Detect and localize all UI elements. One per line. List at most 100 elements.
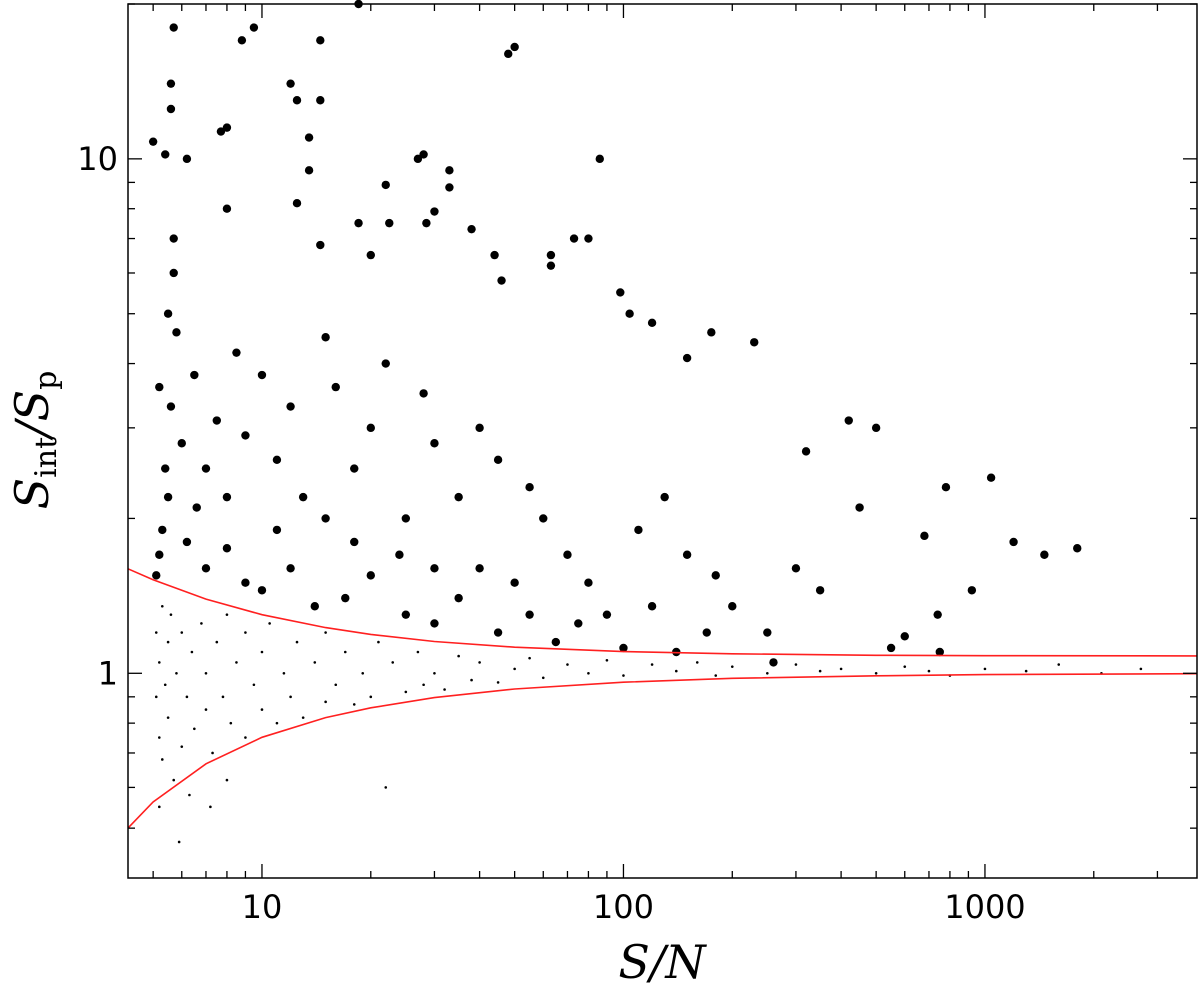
- data-point: [222, 123, 232, 132]
- data-point: [714, 674, 718, 677]
- data-point: [496, 681, 500, 684]
- data-point: [766, 671, 769, 675]
- data-point: [430, 439, 439, 448]
- data-point: [225, 613, 229, 616]
- x-axis-label: S/N: [618, 935, 707, 989]
- data-point: [457, 654, 460, 658]
- data-point: [595, 154, 604, 164]
- data-point: [660, 492, 669, 502]
- data-point: [510, 578, 519, 587]
- data-point: [257, 370, 267, 380]
- data-point: [286, 79, 295, 88]
- data-point: [222, 204, 232, 213]
- data-point: [1057, 663, 1061, 666]
- data-point: [222, 544, 232, 553]
- data-point: [193, 727, 196, 731]
- data-point: [275, 721, 279, 725]
- data-point: [204, 708, 208, 711]
- data-point: [158, 661, 161, 664]
- y-label-sub: int: [29, 437, 64, 478]
- fit-curve: [127, 672, 1198, 829]
- data-point: [844, 416, 853, 425]
- data-point: [769, 658, 778, 667]
- data-point: [574, 619, 583, 628]
- data-point: [395, 550, 404, 559]
- data-point: [1009, 537, 1018, 547]
- data-point: [647, 602, 657, 611]
- data-point: [292, 96, 302, 105]
- data-point: [282, 671, 286, 675]
- data-point: [148, 137, 158, 146]
- data-point: [316, 36, 325, 45]
- data-point: [154, 695, 158, 699]
- data-point: [419, 150, 428, 159]
- data-point: [177, 840, 181, 844]
- data-point: [730, 665, 734, 668]
- data-point: [169, 268, 178, 278]
- data-point: [563, 550, 572, 559]
- data-point: [682, 550, 692, 559]
- y-tick-label: 10: [77, 140, 118, 178]
- data-point: [200, 622, 203, 625]
- data-point: [401, 514, 411, 523]
- data-point: [237, 36, 247, 45]
- data-point: [212, 416, 222, 425]
- data-point: [321, 333, 330, 342]
- data-point: [818, 669, 822, 673]
- data-point: [569, 234, 579, 243]
- data-point: [391, 661, 395, 664]
- data-point: [343, 650, 347, 654]
- data-point: [801, 447, 811, 456]
- data-point: [541, 676, 545, 680]
- data-point: [584, 578, 593, 587]
- fit-curve: [127, 568, 1198, 657]
- data-point: [711, 571, 720, 580]
- data-point: [454, 593, 463, 603]
- data-point: [920, 531, 929, 541]
- data-point: [369, 695, 373, 699]
- data-point: [190, 370, 199, 380]
- data-point: [152, 571, 161, 580]
- data-point: [539, 514, 548, 523]
- data-point: [791, 564, 801, 573]
- data-point: [475, 423, 484, 433]
- data-point: [225, 778, 229, 782]
- data-point: [625, 309, 634, 318]
- data-point: [268, 622, 271, 625]
- data-point: [188, 793, 191, 797]
- data-point: [430, 619, 439, 628]
- data-point: [169, 234, 178, 243]
- data-point: [490, 250, 499, 260]
- data-point: [244, 631, 247, 634]
- data-point: [295, 640, 299, 644]
- data-point: [182, 537, 192, 547]
- data-point: [185, 695, 189, 699]
- data-point: [272, 455, 282, 465]
- data-point: [321, 514, 330, 523]
- x-tick-label: 10: [242, 888, 283, 926]
- data-point: [366, 571, 375, 580]
- data-point: [504, 49, 513, 59]
- data-point: [900, 632, 909, 641]
- data-point: [602, 610, 612, 619]
- data-point: [763, 628, 772, 637]
- data-point: [292, 198, 302, 208]
- data-point: [209, 805, 212, 809]
- data-point: [381, 180, 390, 190]
- data-point: [695, 661, 699, 664]
- data-point: [445, 166, 454, 175]
- data-point: [528, 656, 531, 660]
- data-point: [298, 492, 308, 502]
- data-point: [377, 640, 380, 644]
- data-point: [289, 695, 292, 699]
- data-point: [933, 610, 942, 619]
- data-point: [216, 127, 226, 136]
- data-point: [682, 353, 692, 363]
- data-point: [1040, 550, 1049, 559]
- data-point: [241, 431, 250, 440]
- data-point: [235, 661, 238, 664]
- data-point: [190, 650, 194, 654]
- data-point: [163, 683, 167, 687]
